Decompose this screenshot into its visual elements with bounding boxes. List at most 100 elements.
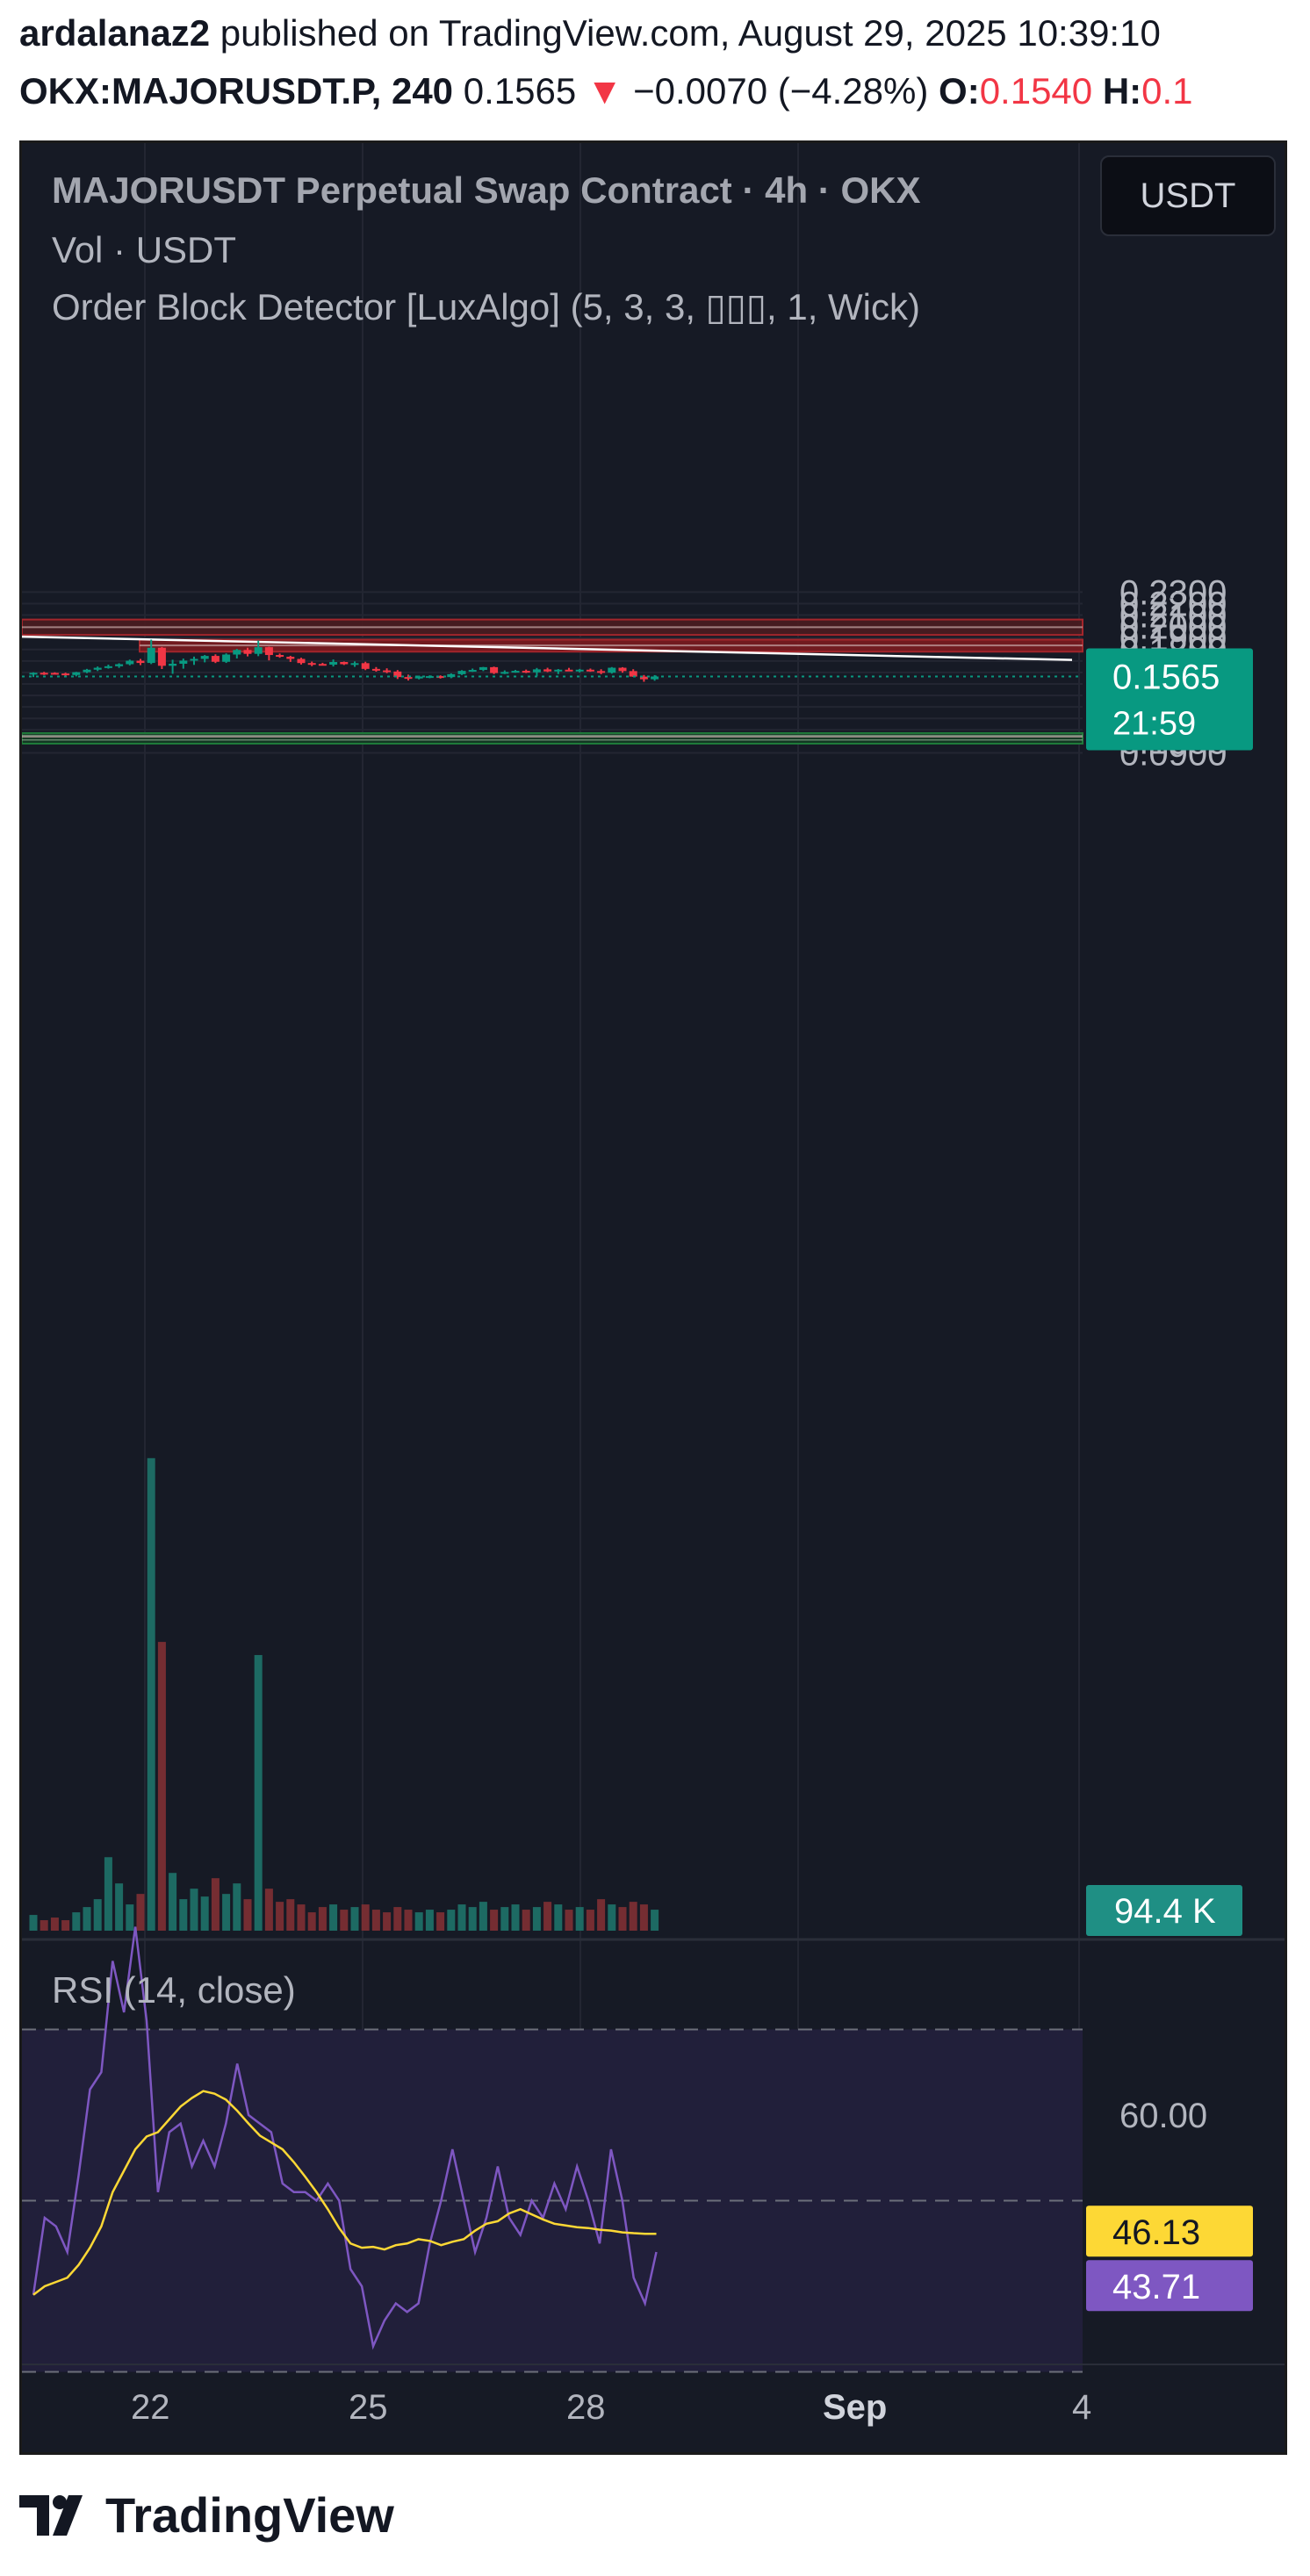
- candle: [565, 669, 573, 672]
- volume-bar: [350, 1907, 359, 1931]
- rsi-badge: [1086, 2260, 1253, 2312]
- volume-bar: [597, 1899, 606, 1931]
- volume-bar: [157, 1642, 166, 1931]
- candle: [586, 669, 594, 672]
- volume-bar: [147, 1457, 155, 1931]
- candle: [522, 671, 530, 673]
- candle: [639, 676, 648, 680]
- volume-bar: [329, 1904, 338, 1931]
- volume-bar: [233, 1883, 241, 1931]
- volume-bar: [436, 1912, 445, 1931]
- candle: [243, 650, 252, 654]
- candle: [40, 673, 48, 675]
- volume-bar: [169, 1873, 177, 1931]
- candle: [72, 672, 81, 675]
- volume-bar: [126, 1904, 134, 1931]
- volume-bar: [629, 1902, 637, 1931]
- countdown-label: 21:59: [1112, 705, 1196, 742]
- high-value: 0.1: [1141, 70, 1193, 112]
- candle: [200, 656, 209, 659]
- candle: [608, 667, 616, 673]
- author-name: ardalanaz2: [19, 12, 211, 54]
- volume-bar: [457, 1904, 466, 1931]
- rsi-ma-line: [32, 2090, 657, 2296]
- candle: [233, 650, 241, 655]
- volume-bar: [479, 1902, 487, 1931]
- volume-bar: [608, 1904, 616, 1931]
- candle: [286, 656, 295, 659]
- volume-bar: [61, 1920, 70, 1931]
- volume-bar: [468, 1907, 477, 1931]
- candle: [361, 663, 370, 669]
- candle: [222, 654, 231, 662]
- candle: [297, 658, 306, 664]
- candle: [61, 673, 70, 676]
- price-tick-label: 0.2200: [1119, 585, 1227, 623]
- candle: [50, 673, 59, 675]
- open-label: O:: [939, 70, 980, 112]
- candle: [479, 666, 487, 671]
- currency-button[interactable]: USDT: [1100, 155, 1276, 236]
- volume-bar: [447, 1910, 456, 1931]
- candle: [211, 656, 220, 662]
- candle: [318, 664, 327, 666]
- volume-bar: [50, 1918, 59, 1931]
- chart-canvas[interactable]: 0.23000.22000.21000.20000.19000.18000.17…: [22, 143, 1285, 2452]
- legend-symbol: MAJORUSDT Perpetual Swap Contract · 4h ·…: [52, 169, 921, 211]
- volume-bar: [254, 1655, 263, 1931]
- candle: [340, 662, 349, 665]
- volume-bar: [243, 1899, 252, 1931]
- candle: [147, 647, 155, 664]
- volume-bar: [115, 1883, 124, 1931]
- candle: [126, 660, 134, 665]
- open-value: 0.1540: [979, 70, 1093, 112]
- volume-bar: [414, 1912, 423, 1931]
- legend-indicator: Order Block Detector [LuxAlgo] (5, 3, 3,…: [52, 286, 920, 327]
- candle: [83, 669, 91, 673]
- volume-bar: [222, 1894, 231, 1931]
- price-change: −0.0070 (−4.28%): [633, 70, 929, 112]
- price-tick-label: 0.2000: [1119, 608, 1227, 647]
- volume-bar: [522, 1910, 530, 1931]
- candle: [115, 664, 124, 666]
- candle: [371, 668, 380, 671]
- volume-bar: [211, 1878, 220, 1931]
- candle: [618, 667, 627, 672]
- volume-bar: [276, 1902, 284, 1931]
- time-tick-label: 28: [566, 2388, 606, 2427]
- candle: [29, 673, 38, 675]
- volume-bar: [136, 1894, 145, 1931]
- volume-bar: [393, 1907, 402, 1931]
- candle: [276, 655, 284, 658]
- trendline: [22, 635, 1073, 661]
- volume-bar: [40, 1920, 48, 1931]
- volume-bar: [83, 1907, 91, 1931]
- volume-bar: [511, 1904, 520, 1931]
- volume-bar: [565, 1910, 573, 1931]
- down-arrow-icon: ▼: [586, 70, 623, 112]
- volume-bar: [500, 1907, 509, 1931]
- symbol-name: OKX:MAJORUSDT.P, 240: [19, 70, 454, 112]
- symbol-info: OKX:MAJORUSDT.P, 240 0.1565 ▼ −0.0070 (−…: [19, 70, 1193, 112]
- candle: [393, 671, 402, 678]
- volume-bar: [404, 1910, 413, 1931]
- price-tick-label: 0.2300: [1119, 573, 1227, 612]
- last-price: 0.1565: [463, 70, 577, 112]
- volume-bar: [104, 1857, 112, 1931]
- candle: [490, 666, 499, 673]
- candle: [383, 670, 392, 673]
- volume-bar: [575, 1907, 584, 1931]
- last-price-badge: [1086, 648, 1253, 751]
- candle: [629, 671, 637, 677]
- volume-badge-label: 94.4 K: [1114, 1892, 1216, 1931]
- chart-frame: 0.23000.22000.21000.20000.19000.18000.17…: [19, 140, 1287, 2455]
- footer-logo: TradingView: [19, 2486, 394, 2544]
- volume-bar: [361, 1904, 370, 1931]
- candle: [575, 669, 584, 672]
- volume-bar: [651, 1910, 659, 1931]
- candle: [651, 676, 659, 680]
- volume-bar: [200, 1896, 209, 1931]
- candle: [468, 670, 477, 673]
- candle: [179, 660, 188, 664]
- candle: [190, 658, 198, 661]
